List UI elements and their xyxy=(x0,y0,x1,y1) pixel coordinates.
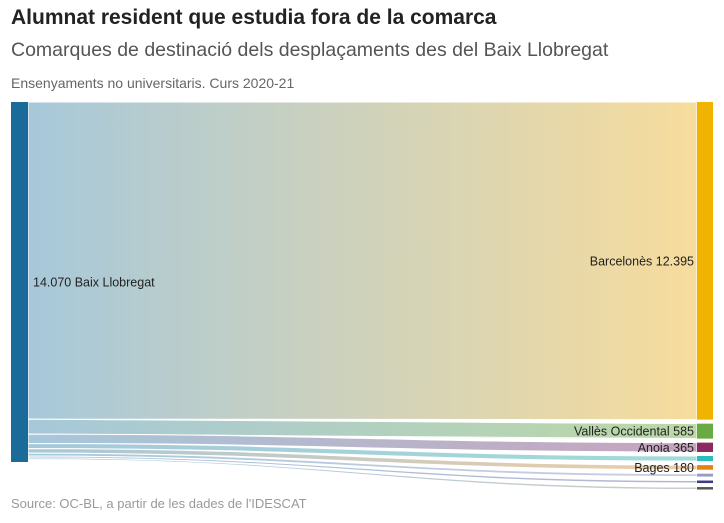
node-source xyxy=(11,102,28,462)
flow-bages xyxy=(27,448,698,471)
label-anoia: Anoia 365 xyxy=(638,441,694,455)
node-others xyxy=(697,487,713,490)
sankey-nodes xyxy=(11,102,713,490)
label-source: 14.070 Baix Llobregat xyxy=(33,276,155,290)
flow-garraf xyxy=(27,442,698,462)
chart-note: Ensenyaments no universitaris. Curs 2020… xyxy=(11,75,295,91)
flow-anoia xyxy=(27,433,698,453)
label-bages: Bages 180 xyxy=(634,461,694,475)
node-barcelonès xyxy=(697,102,713,420)
node-garraf xyxy=(697,455,713,462)
chart-title: Alumnat resident que estudia fora de la … xyxy=(11,6,497,29)
node-anoia xyxy=(697,442,713,452)
chart-source: Source: OC-BL, a partir de les dades de … xyxy=(11,496,307,511)
node-vallès-oriental xyxy=(697,473,713,477)
node-maresme xyxy=(697,480,713,484)
flow-barcelonès xyxy=(27,101,698,421)
node-bages xyxy=(697,465,713,470)
sankey-flows xyxy=(27,101,698,491)
sankey-labels: Barcelonès 12.395 Vallès Occidental 585 An… xyxy=(33,254,694,475)
node-vallès-occidental xyxy=(697,423,713,439)
label-barcelonès: Barcelonès 12.395 xyxy=(590,254,694,268)
label-vallès-occidental: Vallès Occidental 585 xyxy=(574,425,694,439)
chart-subtitle: Comarques de destinació dels desplaçamen… xyxy=(11,39,609,61)
